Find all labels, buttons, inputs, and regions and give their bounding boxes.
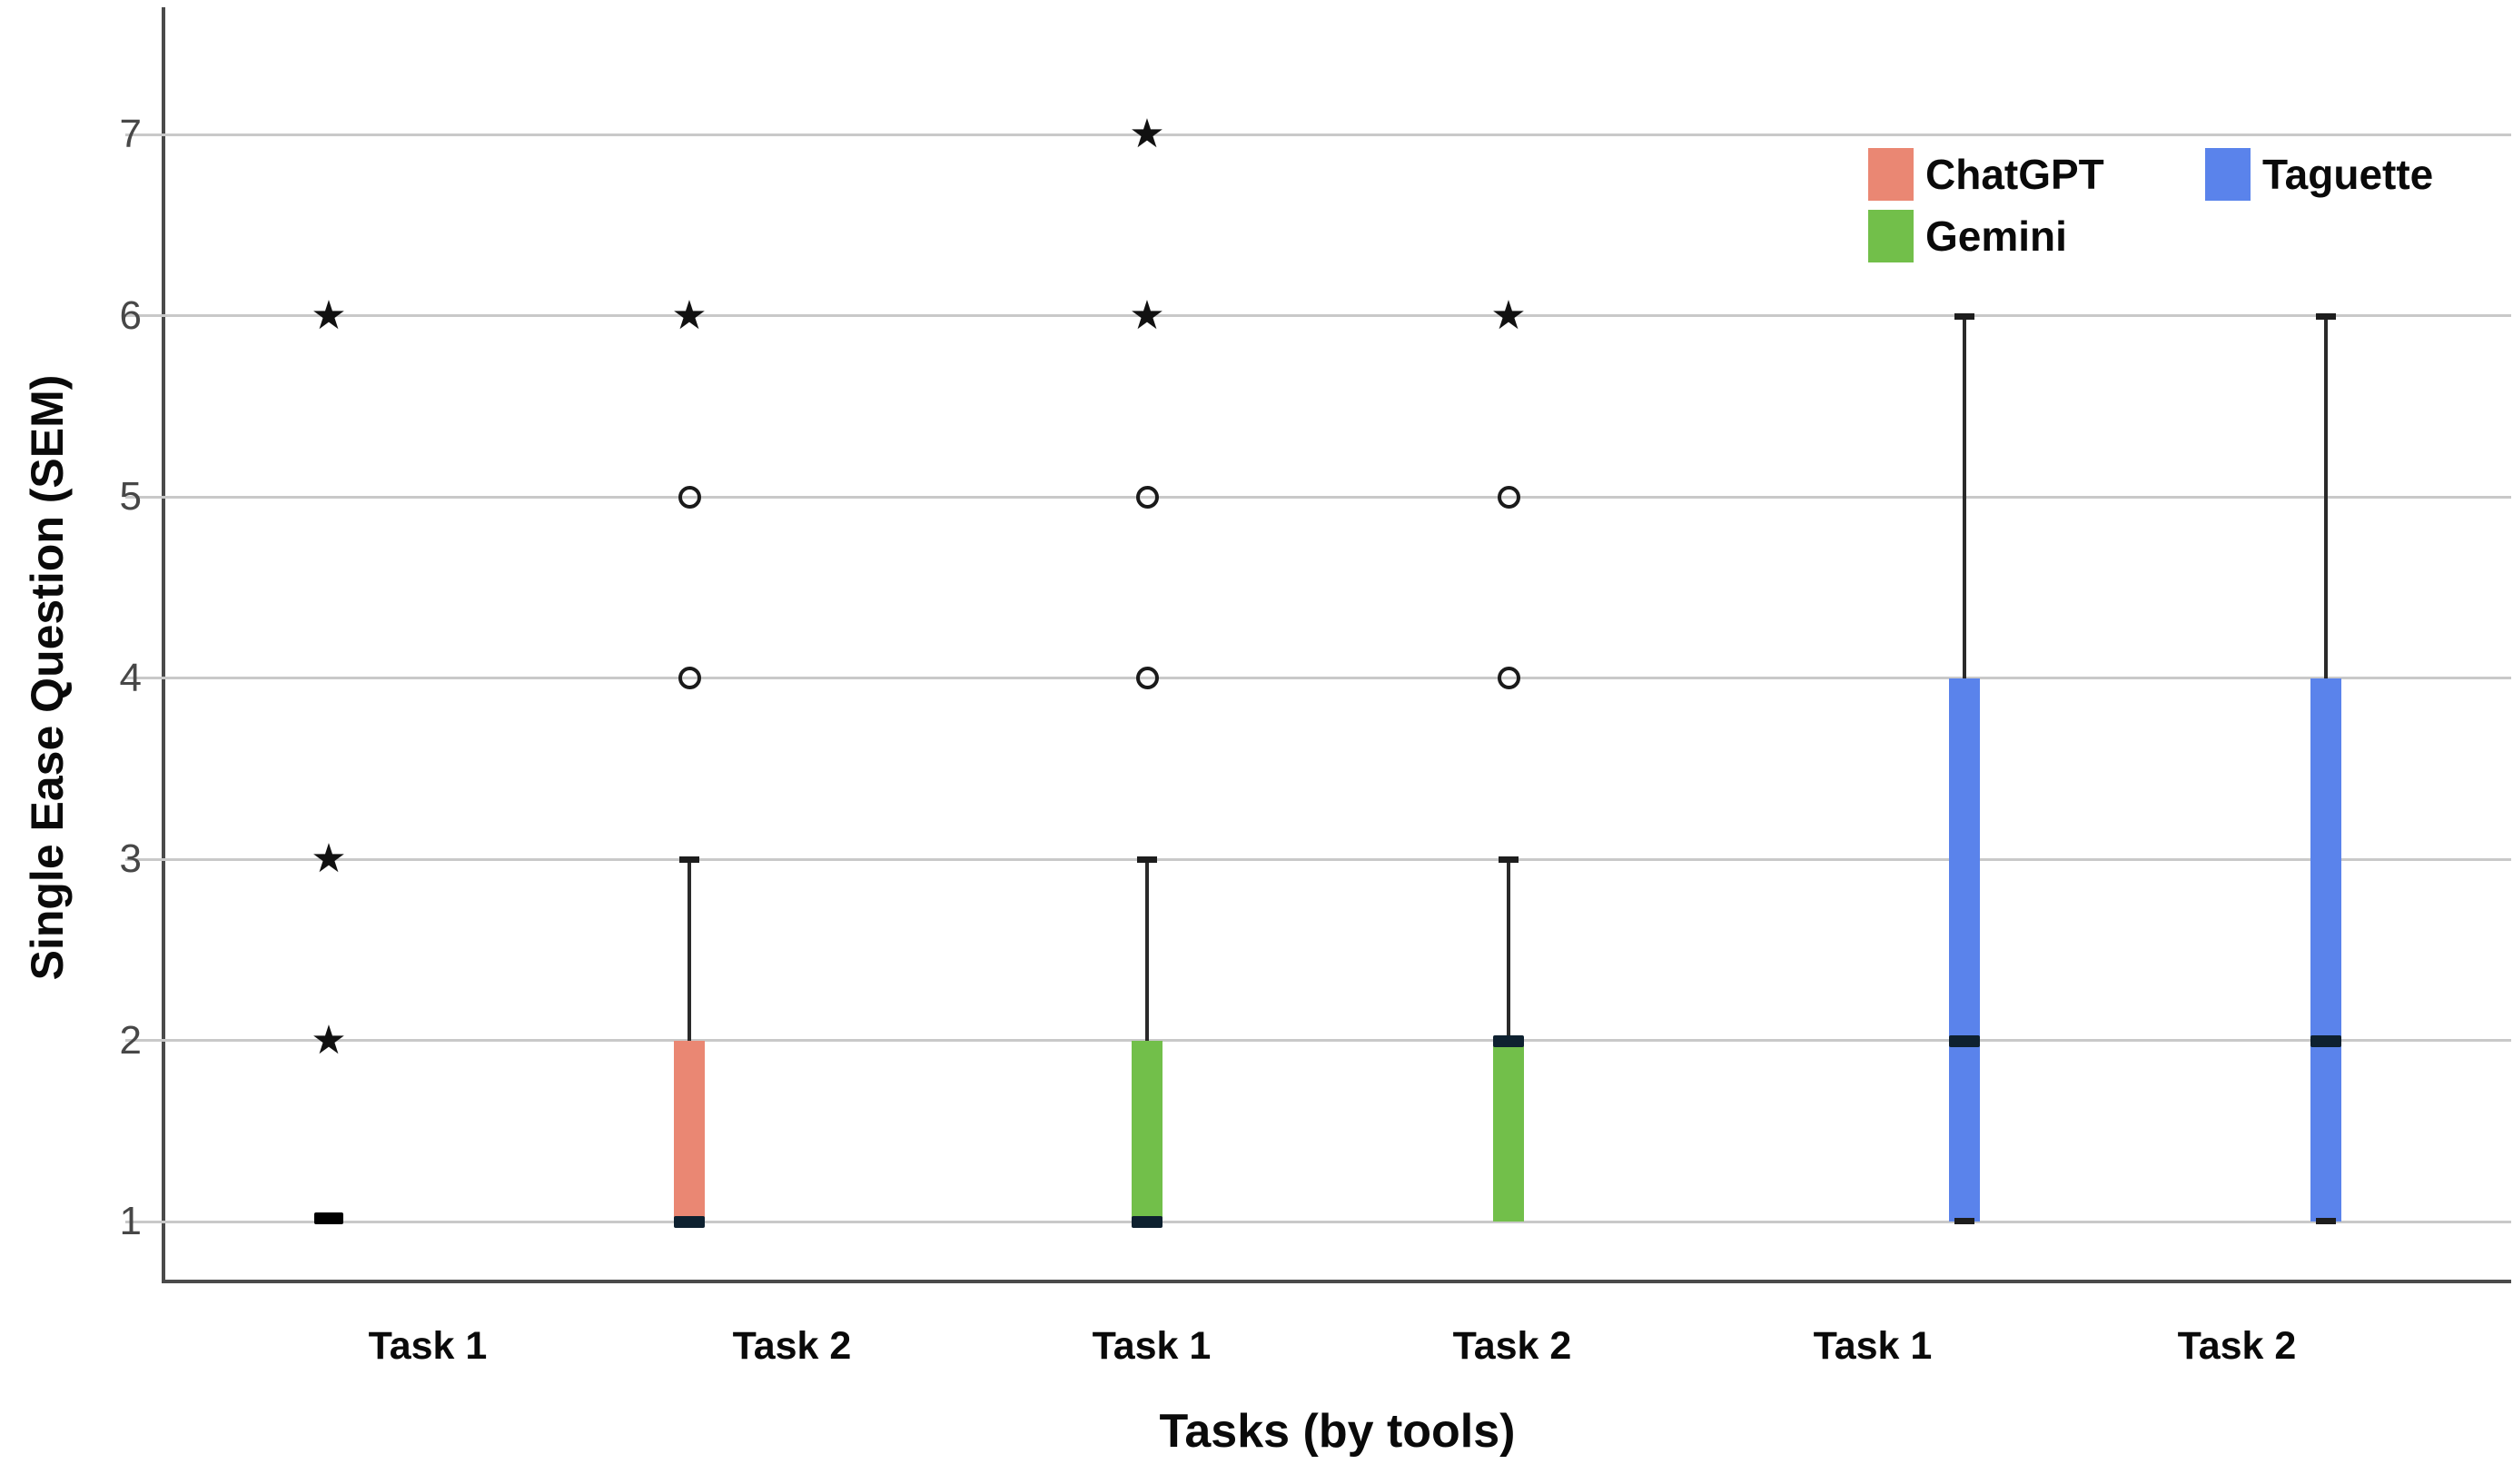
- y-tick-label: 1: [119, 1199, 142, 1243]
- y-tick-label: 3: [119, 836, 142, 881]
- legend-swatch-taguette: [2205, 148, 2251, 201]
- y-tick-label: 6: [119, 292, 142, 338]
- legend-swatch-chatgpt: [1868, 148, 1914, 201]
- gridline: [165, 1039, 2511, 1042]
- box-whisker: [688, 859, 691, 1041]
- whisker-cap: [1954, 312, 1974, 320]
- whisker-cap: [1499, 856, 1519, 863]
- y-axis-tick: [125, 495, 165, 499]
- outlier-star-marker: ★: [671, 292, 707, 338]
- gridline: [165, 857, 2511, 861]
- outlier-star-marker: ★: [311, 1017, 347, 1063]
- x-category-label: Task 1: [368, 1324, 488, 1368]
- y-tick-label: 2: [119, 1017, 142, 1063]
- outlier-circle-marker: [1497, 667, 1520, 689]
- outlier-star-marker: ★: [1129, 292, 1165, 338]
- box: [2310, 678, 2341, 1222]
- box: [1132, 1040, 1163, 1222]
- x-category-label: Task 1: [1092, 1324, 1212, 1368]
- outlier-star-marker: ★: [1129, 112, 1165, 156]
- outlier-circle-marker: [678, 667, 701, 689]
- x-axis-line: [162, 1280, 2511, 1283]
- gridline: [165, 314, 2511, 317]
- box-whisker: [2324, 315, 2328, 678]
- outlier-star-marker: ★: [311, 292, 347, 338]
- gridline: [165, 677, 2511, 679]
- legend-label: Gemini: [1925, 213, 2067, 260]
- legend-item: ChatGPT: [1868, 148, 2104, 201]
- legend-label: ChatGPT: [1925, 151, 2104, 198]
- legend-swatch-gemini: [1868, 210, 1914, 262]
- outlier-star-marker: ★: [311, 836, 347, 881]
- box-whisker: [1963, 315, 1966, 678]
- median-line: [1493, 1034, 1524, 1047]
- legend-item: Taguette: [2205, 148, 2433, 201]
- whisker-cap: [679, 856, 699, 863]
- x-category-label: Task 2: [1452, 1324, 1572, 1368]
- y-tick-label: 7: [119, 112, 142, 156]
- y-axis-tick: [125, 133, 165, 136]
- outlier-star-marker: ★: [1490, 292, 1527, 338]
- median-line: [2310, 1034, 2341, 1047]
- gridline: [165, 133, 2511, 136]
- y-axis-tick: [125, 857, 165, 861]
- x-axis-title: Tasks (by tools): [1159, 1405, 1516, 1458]
- outlier-circle-marker: [1135, 667, 1159, 689]
- median-line: [674, 1216, 705, 1228]
- whisker-cap: [2316, 312, 2336, 320]
- outlier-circle-marker: [678, 485, 701, 509]
- x-category-label: Task 2: [732, 1324, 852, 1368]
- box: [1949, 678, 1980, 1222]
- outlier-circle-marker: [1497, 485, 1520, 509]
- whisker-cap: [1954, 1218, 1974, 1224]
- y-tick-label: 5: [119, 474, 142, 519]
- y-axis-line: [162, 7, 165, 1283]
- legend-item: Gemini: [1868, 210, 2067, 262]
- box: [1493, 1040, 1524, 1222]
- y-tick-label: 4: [119, 655, 142, 700]
- box-whisker: [1145, 859, 1149, 1041]
- x-category-label: Task 1: [1813, 1324, 1933, 1368]
- median-line: [1132, 1216, 1163, 1228]
- y-axis-tick: [125, 1039, 165, 1042]
- y-axis-tick: [125, 1220, 165, 1223]
- box: [674, 1040, 705, 1222]
- y-axis-tick: [125, 677, 165, 679]
- gridline: [165, 495, 2511, 499]
- median-line: [1949, 1034, 1980, 1047]
- whisker-cap: [2316, 1218, 2336, 1224]
- outlier-circle-marker: [1135, 485, 1159, 509]
- median-dash: [314, 1212, 343, 1224]
- x-category-label: Task 2: [2177, 1324, 2297, 1368]
- gridline: [165, 1220, 2511, 1223]
- whisker-cap: [1137, 856, 1157, 863]
- box-whisker: [1507, 859, 1510, 1041]
- legend-label: Taguette: [2262, 151, 2434, 198]
- y-axis-tick: [125, 314, 165, 317]
